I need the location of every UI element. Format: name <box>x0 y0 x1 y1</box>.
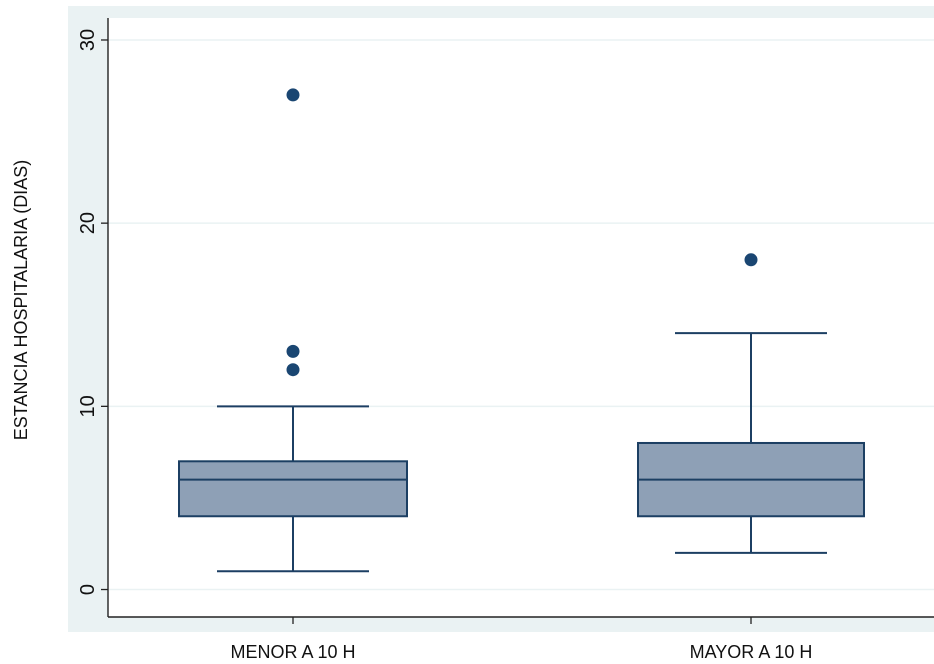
outlier-menor-a-10-h-12 <box>286 363 300 377</box>
y-tick-label-20: 20 <box>77 212 99 234</box>
y-tick-label-10: 10 <box>77 395 99 417</box>
box-menor-a-10-h <box>178 460 408 518</box>
plot-area <box>108 18 934 617</box>
y-tick-label-30: 30 <box>77 29 99 51</box>
x-tick-label-mayor-a-10-h: MAYOR A 10 H <box>690 642 813 662</box>
outlier-menor-a-10-h-13 <box>286 344 300 358</box>
outlier-menor-a-10-h-27 <box>286 88 300 102</box>
y-axis-title: ESTANCIA HOSPITALARIA (DIAS) <box>11 160 31 440</box>
x-tick-label-menor-a-10-h: MENOR A 10 H <box>230 642 355 662</box>
outlier-mayor-a-10-h-18 <box>744 253 758 267</box>
y-tick-label-0: 0 <box>77 584 99 595</box>
